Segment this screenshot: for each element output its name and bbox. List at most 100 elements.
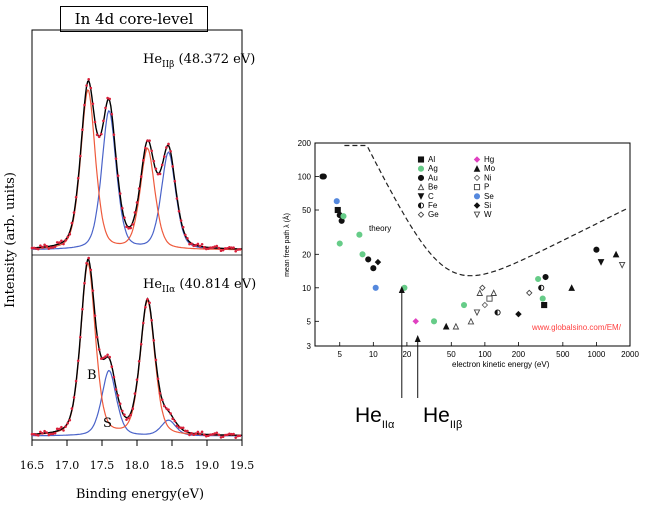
imfp-x-tick-label: 10	[369, 350, 378, 359]
data-point	[156, 377, 160, 381]
data-point	[76, 359, 80, 363]
data-point	[87, 77, 90, 81]
data-point	[196, 242, 200, 246]
data-point-be	[467, 317, 475, 325]
data-point	[190, 242, 193, 245]
data-point	[125, 418, 128, 421]
data-point	[148, 139, 151, 142]
imfp-x-tick-label: 20	[402, 350, 411, 359]
legend-marker-se	[473, 193, 481, 200]
data-point-ag	[430, 318, 438, 325]
data-point	[121, 409, 124, 413]
xps-bottom-panel-label: HeIIα (40.814 eV)	[143, 277, 256, 295]
data-point	[118, 192, 122, 195]
imfp-y-tick-label: 5	[307, 317, 312, 326]
component-label-s: S	[103, 416, 112, 431]
data-point	[177, 426, 181, 429]
data-point	[144, 305, 147, 309]
legend-label-ni: Ni	[484, 173, 492, 182]
data-point	[47, 433, 51, 437]
legend-marker-ge	[417, 211, 425, 218]
data-point	[188, 242, 191, 246]
data-point	[53, 431, 57, 435]
annotation-label: HeIIβ	[423, 404, 462, 431]
data-point	[207, 434, 210, 438]
data-point-ag	[460, 301, 468, 309]
data-point	[106, 96, 109, 100]
data-point	[66, 421, 69, 425]
data-point-ag	[336, 240, 343, 247]
data-point	[70, 221, 74, 225]
data-point	[129, 226, 132, 230]
data-point	[236, 434, 240, 438]
data-point-au	[542, 273, 549, 281]
data-point	[97, 135, 101, 139]
data-point-ni	[481, 301, 489, 309]
data-point	[87, 256, 90, 260]
data-point	[110, 112, 114, 116]
legend-label-ge: Ge	[428, 210, 439, 219]
data-point	[181, 225, 185, 229]
imfp-frame	[314, 142, 631, 347]
data-point	[114, 388, 118, 391]
data-point	[72, 396, 76, 399]
data-point	[45, 244, 48, 248]
data-point	[156, 172, 160, 176]
legend-marker-ag	[417, 165, 425, 172]
annotation-arrow-head	[414, 335, 421, 342]
data-point	[97, 348, 101, 351]
data-point	[34, 247, 38, 250]
data-point-c	[597, 259, 605, 266]
data-point	[131, 223, 135, 226]
data-point	[184, 233, 187, 237]
data-point	[179, 219, 183, 222]
data-point	[95, 133, 99, 137]
legend-label-hg: Hg	[484, 155, 494, 164]
imfp-ticks: 5 10 20 50 100 200 500 1000 2000 3 5 10 20 50 100 200	[298, 139, 640, 359]
data-point	[89, 86, 93, 90]
data-point	[202, 433, 206, 437]
data-point	[160, 163, 164, 167]
imfp-y-axis-label: mean free path λ (Å)	[282, 213, 291, 277]
data-point	[108, 355, 111, 359]
data-point	[60, 425, 63, 429]
xps-x-tick-label: 19.5	[230, 459, 255, 472]
data-point-al	[334, 206, 341, 214]
imfp-y-tick-label: 50	[302, 206, 311, 215]
component-label-b: B	[87, 368, 97, 383]
data-point	[106, 353, 109, 357]
component-s-curve	[32, 110, 242, 250]
data-point	[131, 407, 135, 410]
data-point-hg	[412, 318, 419, 325]
data-point	[58, 427, 61, 431]
data-point	[163, 155, 166, 158]
data-point	[139, 175, 143, 178]
data-point	[49, 432, 53, 436]
data-point	[158, 172, 162, 176]
data-point	[232, 432, 235, 436]
data-point	[154, 167, 158, 171]
data-point	[64, 425, 67, 428]
data-point	[215, 431, 219, 435]
xps-x-ticks: 16.5 17.0 17.5 18.0 18.5 19.0 19.5	[20, 440, 255, 472]
data-point	[104, 355, 107, 358]
xps-bottom-label-sub: IIα	[162, 285, 175, 295]
data-point-be	[452, 322, 460, 330]
data-point	[219, 249, 223, 253]
data-point-al	[541, 301, 548, 309]
xps-top-label-sub: IIβ	[162, 60, 174, 70]
data-point-si	[515, 310, 522, 318]
data-point	[194, 432, 198, 435]
data-point	[211, 433, 214, 436]
xps-bottom-label-tail: (40.814 eV)	[175, 277, 256, 292]
legend-label-w: W	[484, 210, 492, 219]
data-point	[37, 434, 40, 437]
data-point	[200, 430, 204, 434]
data-point	[169, 412, 172, 415]
imfp-x-axis-label: electron kinetic energy (eV)	[452, 360, 550, 369]
imfp-x-tick-label: 100	[478, 350, 492, 359]
data-point	[116, 394, 120, 397]
data-point	[150, 318, 153, 322]
data-point-mo	[568, 284, 576, 291]
